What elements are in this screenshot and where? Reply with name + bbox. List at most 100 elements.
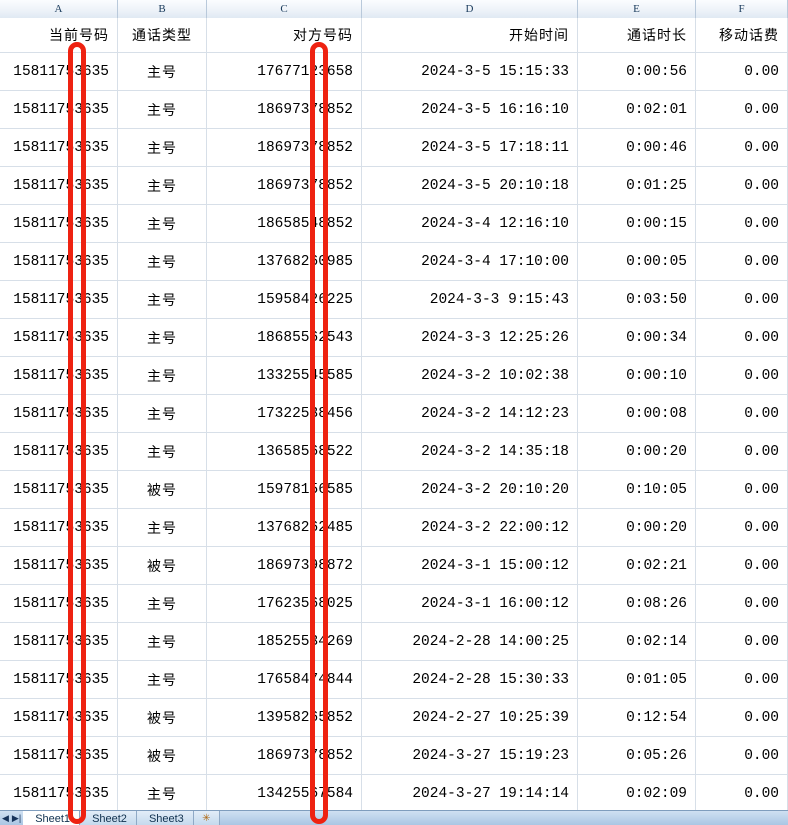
cell-start-time[interactable]: 2024-3-27 19:14:14 <box>362 775 578 810</box>
cell-other-number[interactable]: 13658568522 <box>207 433 362 470</box>
header-cell-other-number[interactable]: 对方号码 <box>207 18 362 52</box>
cell-start-time[interactable]: 2024-3-2 14:12:23 <box>362 395 578 432</box>
cell-start-time[interactable]: 2024-3-4 17:10:00 <box>362 243 578 280</box>
cell-duration[interactable]: 0:02:01 <box>578 91 696 128</box>
cell-duration[interactable]: 0:00:56 <box>578 53 696 90</box>
cell-duration[interactable]: 0:02:14 <box>578 623 696 660</box>
sheet-nav-arrows[interactable]: ◀ ▶| <box>0 811 23 825</box>
cell-other-number[interactable]: 17322538456 <box>207 395 362 432</box>
cell-call-type[interactable]: 被号 <box>118 699 207 736</box>
cell-mobile-fee[interactable]: 0.00 <box>696 509 788 546</box>
cell-start-time[interactable]: 2024-3-1 16:00:12 <box>362 585 578 622</box>
sheet-tab-sheet1[interactable]: Sheet1 <box>23 811 81 825</box>
cell-call-type[interactable]: 主号 <box>118 775 207 810</box>
cell-current-number[interactable]: 15811753635 <box>0 737 118 774</box>
cell-call-type[interactable]: 主号 <box>118 281 207 318</box>
cell-duration[interactable]: 0:05:26 <box>578 737 696 774</box>
cell-call-type[interactable]: 被号 <box>118 737 207 774</box>
cell-duration[interactable]: 0:00:20 <box>578 509 696 546</box>
cell-start-time[interactable]: 2024-3-2 22:00:12 <box>362 509 578 546</box>
cell-mobile-fee[interactable]: 0.00 <box>696 357 788 394</box>
cell-start-time[interactable]: 2024-3-3 12:25:26 <box>362 319 578 356</box>
cell-call-type[interactable]: 被号 <box>118 547 207 584</box>
cell-start-time[interactable]: 2024-3-3 9:15:43 <box>362 281 578 318</box>
column-header-d[interactable]: D <box>362 0 578 18</box>
cell-call-type[interactable]: 主号 <box>118 661 207 698</box>
cell-mobile-fee[interactable]: 0.00 <box>696 737 788 774</box>
cell-duration[interactable]: 0:00:08 <box>578 395 696 432</box>
cell-current-number[interactable]: 15811753635 <box>0 129 118 166</box>
cell-duration[interactable]: 0:00:34 <box>578 319 696 356</box>
column-header-b[interactable]: B <box>118 0 207 18</box>
cell-duration[interactable]: 0:02:09 <box>578 775 696 810</box>
cell-mobile-fee[interactable]: 0.00 <box>696 699 788 736</box>
cell-duration[interactable]: 0:01:25 <box>578 167 696 204</box>
cell-current-number[interactable]: 15811753635 <box>0 509 118 546</box>
cell-call-type[interactable]: 主号 <box>118 357 207 394</box>
cell-other-number[interactable]: 13768260985 <box>207 243 362 280</box>
header-cell-duration[interactable]: 通话时长 <box>578 18 696 52</box>
cell-call-type[interactable]: 被号 <box>118 471 207 508</box>
cell-call-type[interactable]: 主号 <box>118 53 207 90</box>
cell-current-number[interactable]: 15811753635 <box>0 585 118 622</box>
cell-current-number[interactable]: 15811753635 <box>0 91 118 128</box>
cell-current-number[interactable]: 15811753635 <box>0 471 118 508</box>
cell-other-number[interactable]: 17623568025 <box>207 585 362 622</box>
cell-other-number[interactable]: 18658548852 <box>207 205 362 242</box>
cell-mobile-fee[interactable]: 0.00 <box>696 129 788 166</box>
table-row[interactable]: 15811753635 主号 13768260985 2024-3-4 17:10:0… <box>0 243 788 281</box>
cell-start-time[interactable]: 2024-2-28 15:30:33 <box>362 661 578 698</box>
table-row[interactable]: 15811753635 被号 15978156585 2024-3-2 20:10:2… <box>0 471 788 509</box>
cell-mobile-fee[interactable]: 0.00 <box>696 91 788 128</box>
cell-call-type[interactable]: 主号 <box>118 205 207 242</box>
cell-mobile-fee[interactable]: 0.00 <box>696 167 788 204</box>
cell-duration[interactable]: 0:01:05 <box>578 661 696 698</box>
table-row[interactable]: 15811753635 主号 18658548852 2024-3-4 12:16:1… <box>0 205 788 243</box>
table-row[interactable]: 15811753635 主号 17658474844 2024-2-28 15:30:… <box>0 661 788 699</box>
sheet-tab-sheet2[interactable]: Sheet2 <box>80 811 137 825</box>
cell-start-time[interactable]: 2024-3-5 20:10:18 <box>362 167 578 204</box>
cell-start-time[interactable]: 2024-3-1 15:00:12 <box>362 547 578 584</box>
cell-mobile-fee[interactable]: 0.00 <box>696 547 788 584</box>
cell-mobile-fee[interactable]: 0.00 <box>696 661 788 698</box>
add-sheet-icon[interactable]: ✳ <box>193 811 220 825</box>
table-row[interactable]: 15811753635 主号 17623568025 2024-3-1 16:00:1… <box>0 585 788 623</box>
cell-start-time[interactable]: 2024-3-2 10:02:38 <box>362 357 578 394</box>
header-cell-current-number[interactable]: 当前号码 <box>0 18 118 52</box>
cell-current-number[interactable]: 15811753635 <box>0 623 118 660</box>
cell-start-time[interactable]: 2024-2-28 14:00:25 <box>362 623 578 660</box>
cell-current-number[interactable]: 15811753635 <box>0 243 118 280</box>
table-row[interactable]: 15811753635 被号 13958265852 2024-2-27 10:25:… <box>0 699 788 737</box>
cell-mobile-fee[interactable]: 0.00 <box>696 205 788 242</box>
cell-call-type[interactable]: 主号 <box>118 509 207 546</box>
cell-current-number[interactable]: 15811753635 <box>0 319 118 356</box>
column-header-f[interactable]: F <box>696 0 788 18</box>
cell-call-type[interactable]: 主号 <box>118 167 207 204</box>
cell-start-time[interactable]: 2024-3-2 20:10:20 <box>362 471 578 508</box>
cell-call-type[interactable]: 主号 <box>118 129 207 166</box>
column-header-c[interactable]: C <box>207 0 362 18</box>
table-row[interactable]: 15811753635 主号 15958426225 2024-3-3 9:15:43… <box>0 281 788 319</box>
table-row[interactable]: 15811753635 主号 13325545585 2024-3-2 10:02:3… <box>0 357 788 395</box>
cell-other-number[interactable]: 13958265852 <box>207 699 362 736</box>
cell-other-number[interactable]: 18697398872 <box>207 547 362 584</box>
cell-current-number[interactable]: 15811753635 <box>0 699 118 736</box>
cell-start-time[interactable]: 2024-3-27 15:19:23 <box>362 737 578 774</box>
cell-start-time[interactable]: 2024-3-5 17:18:11 <box>362 129 578 166</box>
table-row[interactable]: 15811753635 主号 13768262485 2024-3-2 22:00:1… <box>0 509 788 547</box>
cell-other-number[interactable]: 17658474844 <box>207 661 362 698</box>
cell-duration[interactable]: 0:00:10 <box>578 357 696 394</box>
cell-other-number[interactable]: 15958426225 <box>207 281 362 318</box>
cell-mobile-fee[interactable]: 0.00 <box>696 775 788 810</box>
cell-duration[interactable]: 0:08:26 <box>578 585 696 622</box>
cell-duration[interactable]: 0:00:20 <box>578 433 696 470</box>
cell-start-time[interactable]: 2024-3-5 16:16:10 <box>362 91 578 128</box>
spreadsheet-grid[interactable]: 当前号码 通话类型 对方号码 开始时间 通话时长 移动话费 1581175363… <box>0 18 788 810</box>
cell-call-type[interactable]: 主号 <box>118 319 207 356</box>
table-row[interactable]: 15811753635 主号 18685562543 2024-3-3 12:25:2… <box>0 319 788 357</box>
cell-mobile-fee[interactable]: 0.00 <box>696 433 788 470</box>
cell-mobile-fee[interactable]: 0.00 <box>696 623 788 660</box>
cell-start-time[interactable]: 2024-3-2 14:35:18 <box>362 433 578 470</box>
sheet-tab-sheet3[interactable]: Sheet3 <box>136 811 194 825</box>
cell-current-number[interactable]: 15811753635 <box>0 547 118 584</box>
